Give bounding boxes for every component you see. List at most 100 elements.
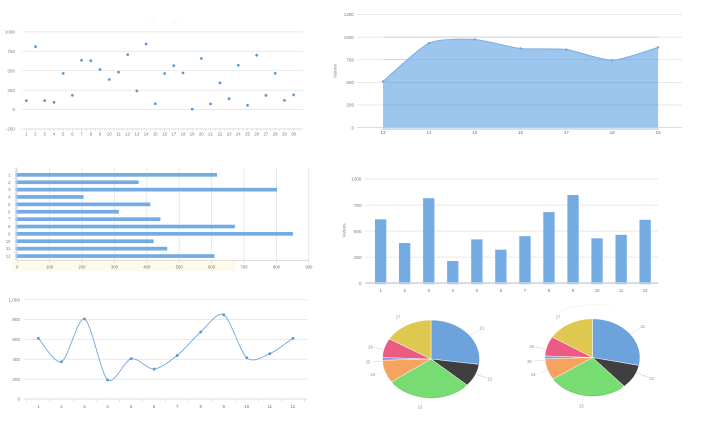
svg-text:17: 17 [171, 131, 176, 136]
svg-text:5: 5 [130, 404, 133, 409]
svg-text:2: 2 [60, 404, 63, 409]
svg-text:30: 30 [291, 131, 296, 136]
svg-text:25: 25 [366, 359, 371, 364]
svg-text:24: 24 [531, 372, 536, 377]
svg-text:750: 750 [354, 203, 362, 208]
svg-text:11: 11 [619, 288, 624, 293]
svg-text:5: 5 [476, 288, 479, 293]
svg-text:0: 0 [12, 107, 15, 112]
svg-text:23: 23 [418, 404, 423, 409]
svg-text:750: 750 [7, 49, 15, 54]
svg-text:26: 26 [529, 344, 534, 349]
svg-text:5: 5 [62, 131, 65, 136]
svg-text:15: 15 [472, 130, 478, 135]
svg-text:19: 19 [656, 130, 662, 135]
svg-text:9: 9 [8, 231, 11, 236]
svg-text:1000: 1000 [351, 177, 362, 182]
svg-text:500: 500 [176, 264, 184, 269]
svg-text:10: 10 [6, 239, 11, 244]
svg-text:7: 7 [524, 288, 527, 293]
svg-text:22: 22 [488, 377, 493, 382]
svg-text:7: 7 [80, 131, 83, 136]
svg-text:2: 2 [404, 288, 407, 293]
svg-text:23: 23 [227, 131, 232, 136]
svg-text:300: 300 [111, 264, 119, 269]
svg-text:11: 11 [268, 404, 273, 409]
svg-text:14: 14 [144, 131, 149, 136]
svg-text:24: 24 [370, 372, 375, 377]
svg-text:-250: -250 [6, 127, 16, 132]
svg-text:8: 8 [90, 131, 93, 136]
svg-text:1: 1 [37, 404, 40, 409]
svg-text:19: 19 [190, 131, 195, 136]
svg-text:250: 250 [346, 103, 354, 108]
svg-text:12: 12 [291, 404, 296, 409]
svg-text:5: 5 [8, 202, 11, 207]
svg-text:21: 21 [208, 131, 213, 136]
svg-text:600: 600 [208, 264, 216, 269]
svg-text:250: 250 [354, 255, 362, 260]
svg-text:8: 8 [8, 224, 11, 229]
svg-text:2: 2 [34, 131, 37, 136]
svg-text:1 8: 1 8 [171, 19, 178, 24]
svg-text:28: 28 [273, 131, 278, 136]
svg-text:800: 800 [273, 264, 281, 269]
svg-text:15: 15 [153, 131, 158, 136]
svg-text:6: 6 [71, 131, 74, 136]
svg-text:27: 27 [556, 314, 561, 319]
svg-text:13: 13 [380, 130, 386, 135]
svg-text:6: 6 [153, 404, 156, 409]
svg-text:3: 3 [8, 187, 11, 192]
svg-text:800: 800 [12, 317, 20, 322]
svg-text:400: 400 [143, 264, 151, 269]
svg-text:3: 3 [44, 131, 47, 136]
svg-text:12: 12 [125, 131, 130, 136]
svg-text:12: 12 [6, 254, 11, 259]
svg-text:700: 700 [240, 264, 248, 269]
svg-text:1250: 1250 [344, 12, 355, 17]
svg-text:12: 12 [643, 288, 648, 293]
svg-text:7: 7 [8, 217, 11, 222]
svg-text:Values: Values [333, 63, 339, 78]
svg-text:27: 27 [264, 131, 269, 136]
svg-text:9: 9 [223, 404, 226, 409]
svg-text:25: 25 [245, 131, 250, 136]
svg-text:4: 4 [106, 404, 109, 409]
svg-text:27: 27 [396, 315, 401, 320]
svg-text:750: 750 [346, 57, 354, 62]
svg-text:24: 24 [236, 131, 241, 136]
svg-text:9: 9 [572, 288, 575, 293]
svg-text:25: 25 [527, 359, 532, 364]
svg-text:6: 6 [500, 288, 503, 293]
svg-text:0: 0 [17, 397, 20, 402]
svg-text:8: 8 [548, 288, 551, 293]
svg-text:14: 14 [426, 130, 432, 135]
svg-text:600: 600 [12, 337, 20, 342]
svg-text:11: 11 [116, 131, 121, 136]
svg-text:16: 16 [162, 131, 167, 136]
svg-text:22: 22 [649, 376, 654, 381]
svg-text:29: 29 [282, 131, 287, 136]
svg-text:1000: 1000 [5, 30, 16, 35]
svg-text:18: 18 [610, 130, 616, 135]
svg-text:9: 9 [99, 131, 102, 136]
svg-text:1: 1 [8, 172, 11, 177]
svg-text:3: 3 [83, 404, 86, 409]
svg-text:0: 0 [351, 125, 354, 130]
svg-text:200: 200 [12, 377, 20, 382]
svg-text:8: 8 [200, 404, 203, 409]
svg-text:20: 20 [199, 131, 204, 136]
svg-text:1,000: 1,000 [9, 297, 21, 302]
svg-text:Values: Values [342, 223, 348, 238]
svg-text:1 6: 1 6 [149, 19, 156, 24]
svg-text:26: 26 [368, 344, 373, 349]
svg-text:1: 1 [25, 131, 28, 136]
svg-text:500: 500 [346, 80, 354, 85]
svg-text:10: 10 [244, 404, 249, 409]
svg-text:10: 10 [107, 131, 112, 136]
svg-text:23: 23 [579, 404, 584, 409]
svg-text:7: 7 [176, 404, 179, 409]
svg-text:1: 1 [379, 288, 382, 293]
svg-text:13: 13 [135, 131, 140, 136]
svg-text:200: 200 [78, 264, 86, 269]
